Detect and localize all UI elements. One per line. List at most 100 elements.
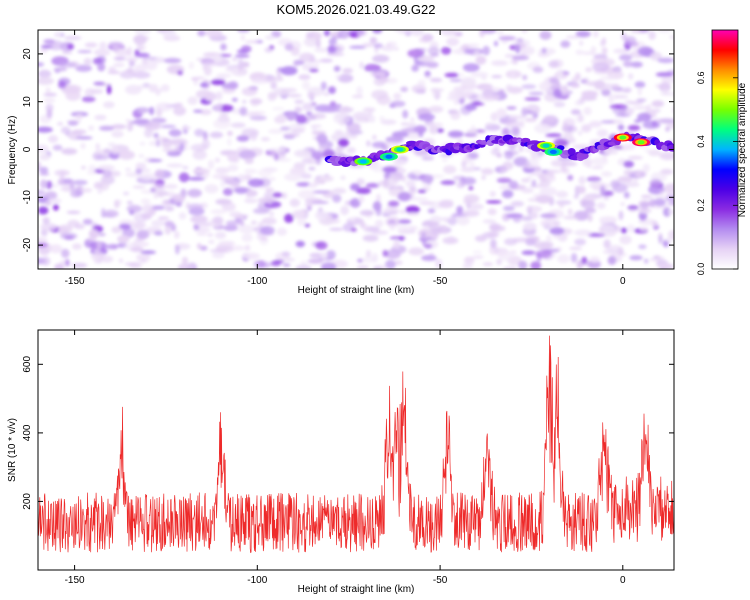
noise-blob	[545, 133, 562, 137]
noise-blob	[603, 239, 611, 249]
noise-blob	[139, 173, 158, 181]
noise-blob	[136, 253, 150, 264]
noise-blob	[586, 176, 602, 182]
noise-blob	[653, 198, 666, 207]
noise-blob	[332, 194, 342, 203]
noise-blob	[249, 115, 267, 121]
noise-blob	[187, 203, 203, 210]
noise-blob	[71, 262, 88, 268]
noise-blob	[490, 239, 497, 249]
noise-blob	[442, 237, 459, 245]
y-tick-label: 600	[22, 356, 33, 373]
noise-blob	[204, 91, 217, 102]
noise-blob	[295, 240, 305, 248]
noise-blob	[561, 161, 578, 167]
noise-blob	[491, 75, 503, 79]
noise-blob	[447, 215, 458, 226]
noise-blob	[236, 135, 250, 142]
ridge-hot-spot	[619, 135, 627, 140]
noise-blob	[400, 128, 418, 133]
noise-blob	[638, 244, 647, 250]
noise-blob	[327, 45, 336, 55]
noise-blob	[90, 88, 104, 95]
noise-blob	[309, 68, 319, 73]
noise-blob	[41, 256, 51, 266]
noise-blob	[385, 176, 399, 186]
noise-blob	[177, 263, 193, 269]
noise-blob	[143, 56, 158, 60]
noise-blob	[61, 148, 78, 155]
noise-blob	[521, 178, 531, 183]
ridge-hot-spot	[359, 159, 367, 164]
noise-blob	[588, 120, 602, 128]
noise-blob	[543, 115, 558, 122]
noise-blob	[308, 166, 316, 171]
noise-blob	[487, 230, 500, 238]
noise-blob	[342, 68, 354, 74]
noise-blob	[428, 105, 444, 113]
noise-blob	[637, 87, 642, 96]
noise-blob	[583, 107, 592, 116]
noise-blob	[348, 133, 358, 139]
noise-blob	[308, 182, 318, 189]
noise-blob	[273, 259, 285, 264]
noise-blob	[193, 109, 203, 113]
noise-blob	[400, 86, 409, 93]
noise-blob	[245, 189, 258, 197]
noise-blob	[309, 252, 324, 259]
noise-blob	[356, 265, 369, 269]
noise-blob	[592, 30, 599, 38]
noise-blob	[334, 74, 342, 79]
noise-blob	[581, 200, 596, 209]
ridge-hot-spot	[637, 140, 645, 145]
noise-blob	[108, 66, 116, 72]
noise-blob	[60, 186, 73, 192]
noise-blob	[666, 237, 672, 243]
noise-blob	[136, 229, 150, 240]
noise-blob	[283, 132, 300, 138]
ridge-hot-spot	[549, 149, 557, 154]
noise-blob	[567, 208, 573, 216]
noise-blob	[197, 30, 206, 37]
noise-blob	[257, 168, 273, 178]
noise-blob	[99, 125, 115, 131]
noise-blob	[658, 263, 674, 269]
noise-blob	[510, 71, 516, 79]
noise-blob	[651, 220, 659, 227]
noise-blob	[88, 164, 97, 172]
noise-blob	[386, 43, 392, 47]
noise-blob	[482, 45, 491, 56]
noise-blob	[276, 227, 287, 236]
noise-blob	[518, 260, 528, 269]
noise-blob	[349, 217, 356, 221]
noise-blob	[539, 186, 558, 197]
noise-blob	[257, 197, 276, 204]
noise-blob	[226, 138, 232, 146]
noise-blob	[410, 117, 415, 122]
noise-blob	[72, 243, 82, 250]
noise-blob	[106, 84, 112, 95]
noise-blob	[278, 75, 284, 82]
noise-blob	[528, 91, 544, 96]
noise-blob	[54, 263, 65, 269]
noise-blob	[582, 51, 593, 55]
noise-blob	[482, 262, 493, 267]
noise-blob	[526, 205, 543, 213]
noise-blob	[584, 207, 597, 214]
noise-blob	[417, 79, 426, 86]
noise-blob	[373, 43, 384, 49]
noise-blob	[535, 249, 552, 258]
noise-blob	[398, 219, 412, 225]
noise-blob	[136, 42, 144, 49]
noise-blob	[538, 81, 550, 92]
noise-blob	[356, 86, 363, 96]
noise-blob	[205, 30, 223, 38]
noise-blob	[509, 60, 515, 64]
noise-blob	[600, 185, 605, 195]
noise-blob	[140, 198, 151, 205]
noise-blob	[405, 180, 416, 188]
noise-blob	[449, 78, 463, 83]
noise-blob	[130, 246, 144, 253]
noise-blob	[443, 165, 457, 174]
